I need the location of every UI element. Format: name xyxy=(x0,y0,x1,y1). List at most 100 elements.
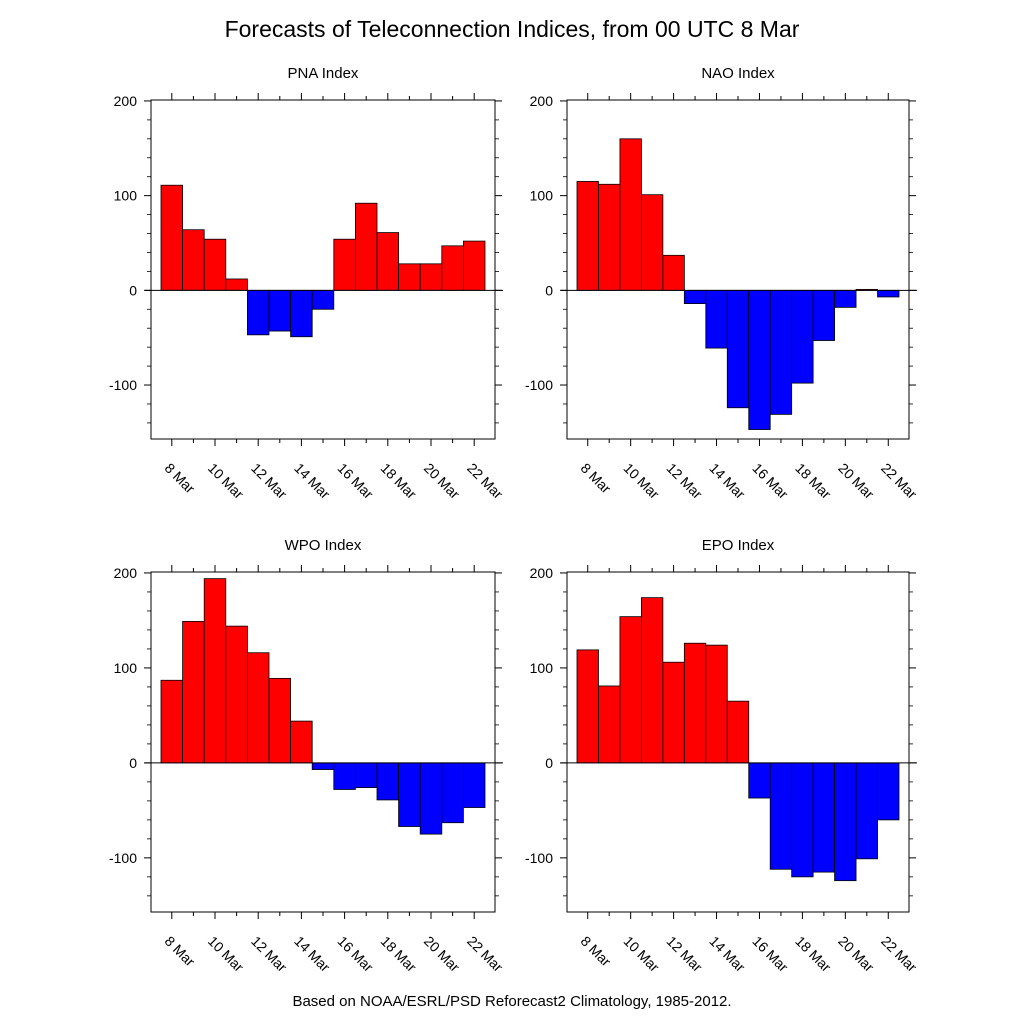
bar xyxy=(354,762,378,788)
y-tick-label: 100 xyxy=(114,188,138,204)
chart-panel-0: PNA Index 200 100 0 -100 8 Mar 10 Mar 12 Mar 14 … xyxy=(109,65,506,502)
y-tick-label: -100 xyxy=(525,850,553,866)
footer-note: Based on NOAA/ESRL/PSD Reforecast2 Clima… xyxy=(292,993,732,1010)
panel-title: WPO Index xyxy=(285,537,362,554)
bar xyxy=(619,138,642,291)
x-tick-label: 12 Mar xyxy=(248,460,290,502)
x-tick-label: 10 Mar xyxy=(205,933,247,975)
x-tick-label: 8 Mar xyxy=(162,460,199,497)
bar xyxy=(311,289,335,310)
y-tick-label: 0 xyxy=(545,755,553,771)
y-tick-label: 200 xyxy=(530,93,554,109)
bar xyxy=(203,578,227,764)
bar xyxy=(855,762,878,860)
x-tick-label: 8 Mar xyxy=(578,460,615,497)
chart-panel-1: NAO Index 200 100 0 -100 8 Mar 10 Mar 12 Mar 14 … xyxy=(525,65,921,502)
bar xyxy=(598,183,621,291)
chart-panel-2: WPO Index 200 100 0 -100 8 Mar 10 Mar 12 Mar 14 … xyxy=(109,537,506,975)
panel-title: NAO Index xyxy=(701,65,775,82)
bar xyxy=(877,289,900,298)
bar xyxy=(462,762,486,808)
bar xyxy=(268,289,292,332)
bar xyxy=(182,229,205,291)
x-tick-label: 22 Mar xyxy=(878,933,920,975)
x-tick-label: 18 Mar xyxy=(378,933,420,975)
bar xyxy=(419,762,443,835)
y-tick-label: 0 xyxy=(129,755,137,771)
y-tick-label: 0 xyxy=(545,282,553,298)
chart-panel-3: EPO Index 200 100 0 -100 8 Mar 10 Mar 12 Mar 14 … xyxy=(525,537,921,975)
bar xyxy=(812,289,836,341)
bar xyxy=(834,762,857,882)
x-tick-label: 22 Mar xyxy=(464,460,506,502)
x-tick-label: 20 Mar xyxy=(421,933,463,975)
bar xyxy=(419,263,443,291)
bar xyxy=(791,762,814,878)
bar xyxy=(683,289,707,304)
x-tick-label: 14 Mar xyxy=(706,460,748,502)
bar xyxy=(748,762,771,799)
x-tick-label: 12 Mar xyxy=(663,460,705,502)
x-tick-label: 10 Mar xyxy=(205,460,247,502)
bar xyxy=(376,232,400,291)
bar xyxy=(619,616,642,764)
y-tick-label: -100 xyxy=(109,377,137,393)
bar xyxy=(203,238,227,291)
bar xyxy=(311,762,335,770)
bar xyxy=(333,762,356,790)
bar xyxy=(641,194,664,291)
x-tick-label: 22 Mar xyxy=(464,933,506,975)
bar xyxy=(441,245,464,291)
bar xyxy=(877,762,900,821)
x-tick-label: 20 Mar xyxy=(835,933,877,975)
main-title: Forecasts of Teleconnection Indices, fro… xyxy=(224,16,800,42)
bar xyxy=(812,762,836,873)
y-tick-label: 200 xyxy=(114,93,138,109)
bar xyxy=(598,685,621,764)
x-tick-label: 22 Mar xyxy=(878,460,920,502)
bar xyxy=(462,240,486,291)
x-tick-label: 12 Mar xyxy=(663,933,705,975)
x-tick-label: 20 Mar xyxy=(421,460,463,502)
bar xyxy=(290,289,313,338)
x-tick-label: 18 Mar xyxy=(792,460,834,502)
x-tick-label: 16 Mar xyxy=(334,460,376,502)
x-tick-label: 14 Mar xyxy=(291,933,333,975)
bar xyxy=(160,679,184,764)
bar xyxy=(246,652,270,764)
bar xyxy=(246,289,270,336)
y-tick-label: -100 xyxy=(109,850,137,866)
x-tick-label: 16 Mar xyxy=(749,460,791,502)
bar xyxy=(290,720,313,764)
y-tick-label: -100 xyxy=(525,377,553,393)
bar xyxy=(791,289,814,384)
x-tick-label: 10 Mar xyxy=(621,460,663,502)
bar xyxy=(398,263,421,291)
bar xyxy=(726,700,750,764)
x-tick-label: 18 Mar xyxy=(378,460,420,502)
y-tick-label: 0 xyxy=(129,282,137,298)
x-tick-label: 12 Mar xyxy=(248,933,290,975)
x-tick-label: 14 Mar xyxy=(291,460,333,502)
bar xyxy=(705,644,728,764)
x-tick-label: 14 Mar xyxy=(706,933,748,975)
x-tick-label: 8 Mar xyxy=(578,933,615,970)
y-tick-label: 100 xyxy=(114,660,138,676)
bar xyxy=(160,184,184,291)
x-tick-label: 18 Mar xyxy=(792,933,834,975)
bar xyxy=(398,762,421,827)
x-tick-label: 10 Mar xyxy=(621,933,663,975)
bar xyxy=(705,289,728,349)
bar xyxy=(683,642,707,764)
panel-title: PNA Index xyxy=(288,65,359,82)
bar xyxy=(726,289,750,409)
bar xyxy=(268,677,292,764)
bar xyxy=(376,762,400,801)
bar xyxy=(769,289,793,415)
bar xyxy=(441,762,464,824)
y-tick-label: 200 xyxy=(530,565,554,581)
x-tick-label: 16 Mar xyxy=(749,933,791,975)
bar xyxy=(576,181,599,291)
bar xyxy=(354,202,378,291)
